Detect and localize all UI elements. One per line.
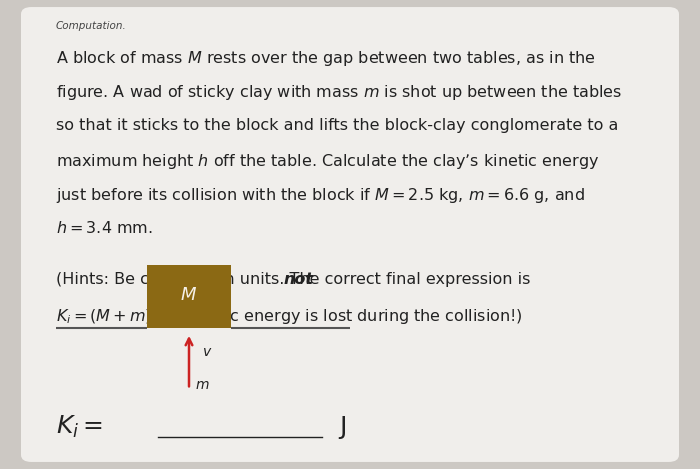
Text: not: not [283, 272, 313, 287]
Text: $K_i = (M + m)\,gh$. Kinetic energy is lost during the collision!): $K_i = (M + m)\,gh$. Kinetic energy is l… [56, 307, 523, 326]
Text: $K_i = $: $K_i = $ [56, 414, 103, 440]
Text: figure. A wad of sticky clay with mass $m$ is shot up between the tables: figure. A wad of sticky clay with mass $… [56, 83, 622, 103]
Text: $m$: $m$ [195, 378, 209, 392]
Text: A block of mass $M$ rests over the gap between two tables, as in the: A block of mass $M$ rests over the gap b… [56, 49, 596, 68]
FancyBboxPatch shape [21, 7, 679, 462]
Text: maximum height $h$ off the table. Calculate the clay’s kinetic energy: maximum height $h$ off the table. Calcul… [56, 152, 599, 171]
Text: (Hints: Be careful with units. The correct final expression is: (Hints: Be careful with units. The corre… [56, 272, 536, 287]
Text: J: J [340, 415, 347, 439]
Text: $v$: $v$ [202, 345, 212, 359]
Bar [147, 265, 231, 328]
Text: $h = 3.4$ mm.: $h = 3.4$ mm. [56, 220, 153, 236]
Text: Computation.: Computation. [56, 21, 127, 31]
Text: $M$: $M$ [181, 287, 197, 304]
Text: so that it sticks to the block and lifts the block-clay conglomerate to a: so that it sticks to the block and lifts… [56, 118, 618, 133]
Text: just before its collision with the block if $M = 2.5$ kg, $m = 6.6$ g, and: just before its collision with the block… [56, 186, 584, 205]
